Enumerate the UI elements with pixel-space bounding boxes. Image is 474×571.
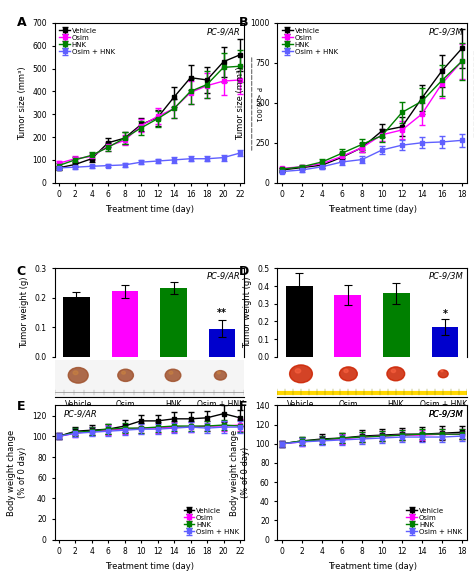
Circle shape xyxy=(387,367,405,381)
Text: **: ** xyxy=(217,308,227,318)
Legend: Vehicle, Osim, HNK, Osim + HNK: Vehicle, Osim, HNK, Osim + HNK xyxy=(405,506,464,536)
Text: P < 0.001: P < 0.001 xyxy=(255,87,262,121)
Text: E: E xyxy=(17,400,25,413)
Text: D: D xyxy=(239,265,250,278)
Circle shape xyxy=(218,372,220,374)
Y-axis label: Tumor size (mm³): Tumor size (mm³) xyxy=(18,66,27,139)
Bar xyxy=(335,295,361,357)
Text: C: C xyxy=(17,265,26,278)
Circle shape xyxy=(73,371,78,375)
Y-axis label: Tumor size (mm³): Tumor size (mm³) xyxy=(236,66,245,139)
Y-axis label: Tumor weight (g): Tumor weight (g) xyxy=(20,277,29,348)
Text: PC-9/AR: PC-9/AR xyxy=(64,409,98,419)
Text: A: A xyxy=(17,17,26,30)
Circle shape xyxy=(391,369,395,372)
Text: PC-9/3M: PC-9/3M xyxy=(428,409,463,419)
Circle shape xyxy=(438,370,448,378)
Bar xyxy=(286,286,313,357)
Circle shape xyxy=(165,369,181,381)
Circle shape xyxy=(214,371,227,380)
Bar xyxy=(383,293,410,357)
Circle shape xyxy=(169,371,173,374)
Circle shape xyxy=(344,369,348,372)
Text: B: B xyxy=(239,17,249,30)
Text: PC-9/AR: PC-9/AR xyxy=(207,271,240,280)
X-axis label: Treatment time (day): Treatment time (day) xyxy=(105,562,194,571)
Text: PC-9/AR: PC-9/AR xyxy=(207,27,240,37)
X-axis label: Treatment time (day): Treatment time (day) xyxy=(328,562,417,571)
Circle shape xyxy=(290,365,312,383)
Circle shape xyxy=(295,369,301,373)
Y-axis label: Tumor weight (g): Tumor weight (g) xyxy=(243,277,252,348)
Text: F: F xyxy=(239,400,248,413)
Legend: Vehicle, Osim, HNK, Osim + HNK: Vehicle, Osim, HNK, Osim + HNK xyxy=(58,26,117,56)
Circle shape xyxy=(118,369,134,381)
Bar xyxy=(431,327,458,357)
Circle shape xyxy=(441,370,443,372)
Y-axis label: Body weight change
(% of 0 day): Body weight change (% of 0 day) xyxy=(230,429,250,516)
Y-axis label: Body weight change
(% of 0 day): Body weight change (% of 0 day) xyxy=(8,429,27,516)
Bar xyxy=(160,288,187,357)
Text: PC-9/3M: PC-9/3M xyxy=(428,27,463,37)
Legend: Vehicle, Osim, HNK, Osim + HNK: Vehicle, Osim, HNK, Osim + HNK xyxy=(182,506,241,536)
X-axis label: Treatment time (day): Treatment time (day) xyxy=(105,205,194,214)
Circle shape xyxy=(68,368,88,383)
Text: *: * xyxy=(442,308,447,319)
Circle shape xyxy=(339,367,357,381)
Bar xyxy=(63,297,90,357)
Circle shape xyxy=(122,371,126,374)
Text: PC-9/3M: PC-9/3M xyxy=(428,271,463,280)
Bar xyxy=(112,291,138,357)
Bar xyxy=(209,328,236,357)
Text: PC-9/3M: PC-9/3M xyxy=(428,409,463,419)
Legend: Vehicle, Osim, HNK, Osim + HNK: Vehicle, Osim, HNK, Osim + HNK xyxy=(281,26,339,56)
X-axis label: Treatment time (day): Treatment time (day) xyxy=(328,205,417,214)
